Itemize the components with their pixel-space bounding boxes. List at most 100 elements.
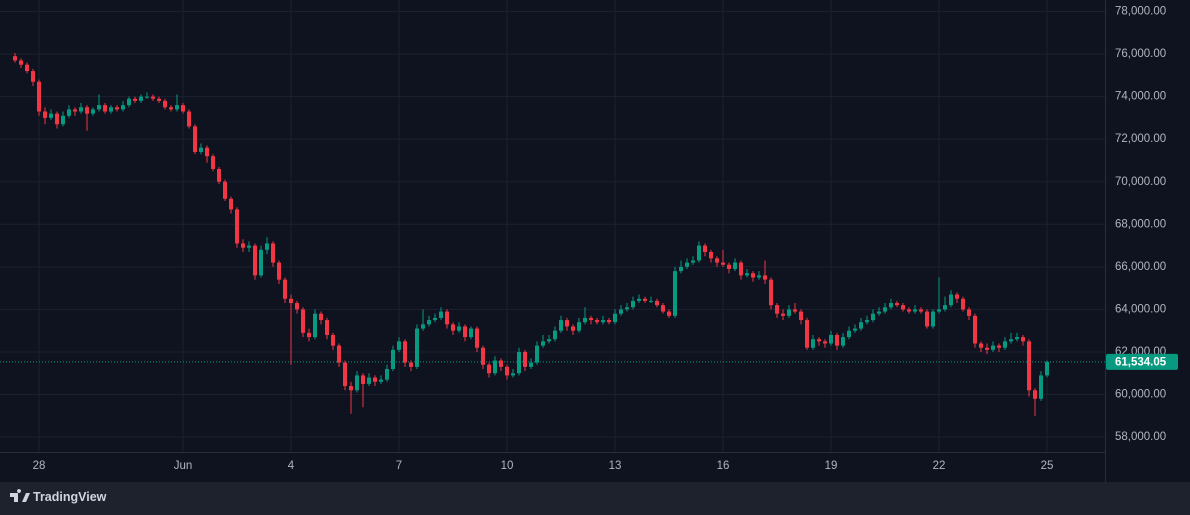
candle-body (37, 81, 41, 112)
candle-body (667, 311, 671, 316)
candle-body (1015, 337, 1019, 340)
axes: 58,000.0060,000.0062,000.0064,000.0066,0… (33, 6, 1178, 472)
candle-body (349, 386, 353, 391)
candle-body (31, 71, 35, 82)
candle-body (739, 262, 743, 276)
candle-body (211, 156, 215, 169)
candle-body (391, 349, 395, 370)
brand-name: TradingView (33, 490, 107, 504)
candle-body (595, 320, 599, 323)
candle-body (787, 309, 791, 316)
candle-body (397, 341, 401, 350)
candle-body (223, 181, 227, 199)
candle-body (415, 328, 419, 367)
candle-body (679, 266, 683, 272)
candle-body (439, 311, 443, 318)
logo-mark (10, 489, 30, 502)
candle-body (913, 309, 917, 312)
y-tick-label: 64,000.00 (1115, 303, 1166, 315)
candle-body (283, 279, 287, 299)
y-tick-label: 78,000.00 (1115, 6, 1166, 18)
candle-body (841, 337, 845, 346)
candle-body (1045, 361, 1049, 376)
candle-body (553, 330, 557, 340)
candle-body (721, 262, 725, 265)
last-price-label: 61,534.05 (1115, 356, 1167, 368)
candle-body (193, 126, 197, 152)
candle-body (295, 303, 299, 310)
candle-body (991, 345, 995, 350)
candle-body (781, 313, 785, 316)
candle-body (529, 362, 533, 367)
candle-body (757, 275, 761, 278)
y-tick-label: 60,000.00 (1115, 389, 1166, 401)
candle-body (151, 96, 155, 99)
candle-body (895, 303, 899, 306)
candle-body (115, 107, 119, 110)
candle-body (643, 298, 647, 301)
candle-body (277, 262, 281, 280)
candle-body (985, 347, 989, 350)
candle-body (379, 379, 383, 382)
candle-body (871, 313, 875, 321)
x-tick-label: 22 (933, 460, 946, 472)
candle-body (229, 198, 233, 210)
candle-body (403, 341, 407, 363)
brand-logo (10, 489, 30, 502)
candle-body (289, 298, 293, 304)
candle-body (823, 341, 827, 344)
candle-body (1009, 339, 1013, 342)
candle-body (445, 311, 449, 325)
candle-body (13, 56, 17, 61)
candle-body (673, 271, 677, 316)
candle-body (607, 320, 611, 323)
footer-bar (0, 482, 1190, 515)
candle-body (67, 109, 71, 116)
x-tick-label: 28 (33, 460, 46, 472)
candle-body (541, 341, 545, 346)
candle-body (715, 258, 719, 263)
candle-body (661, 305, 665, 312)
candle-body (421, 324, 425, 329)
candle-body (307, 332, 311, 338)
candle-body (505, 366, 509, 376)
candle-body (1021, 337, 1025, 342)
candle-body (181, 105, 185, 112)
candle-body (1003, 341, 1007, 348)
candle-body (145, 96, 149, 98)
x-tick-label: 16 (717, 460, 730, 472)
candle-body (427, 320, 431, 325)
candle-body (1033, 390, 1037, 399)
candle-body (49, 113, 53, 118)
candle-body (637, 298, 641, 301)
candle-body (385, 369, 389, 380)
candle-body (703, 245, 707, 252)
candle-body (943, 305, 947, 310)
candle-body (601, 320, 605, 323)
candle-body (361, 375, 365, 384)
candle-body (259, 249, 263, 276)
candle-body (241, 243, 245, 248)
candle-body (565, 320, 569, 327)
candle-body (481, 347, 485, 365)
candle-body (499, 360, 503, 367)
candle-body (133, 98, 137, 101)
y-tick-label: 74,000.00 (1115, 91, 1166, 103)
candle-body (127, 98, 131, 106)
x-tick-label: 25 (1041, 460, 1054, 472)
candle-body (961, 298, 965, 310)
candle-body (55, 113, 59, 125)
candle-body (457, 326, 461, 331)
candle-body (409, 362, 413, 367)
candle-body (139, 96, 143, 101)
candle-body (619, 309, 623, 314)
candle-body (373, 377, 377, 382)
y-tick-label: 72,000.00 (1115, 133, 1166, 145)
candle-body (877, 311, 881, 314)
candle-body (511, 373, 515, 376)
candle-body (649, 300, 653, 302)
candle-body (685, 262, 689, 267)
candle-body (919, 309, 923, 312)
candle-body (301, 309, 305, 333)
candle-body (253, 245, 257, 276)
